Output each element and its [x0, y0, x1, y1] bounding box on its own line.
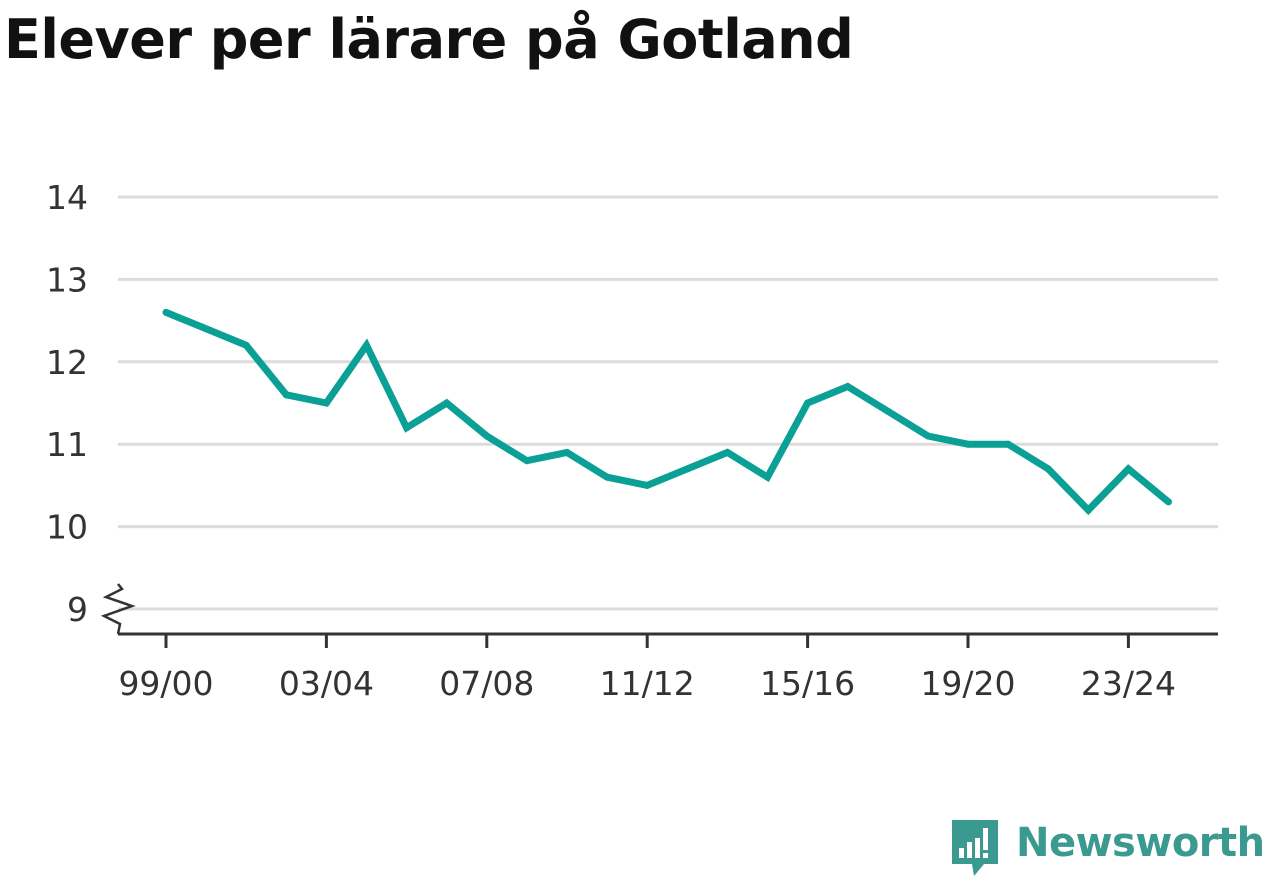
data-point	[723, 448, 731, 456]
data-point	[804, 399, 812, 407]
x-axis	[118, 632, 1218, 648]
data-point	[242, 341, 250, 349]
axis-break-icon	[100, 583, 136, 635]
data-point	[1165, 498, 1172, 506]
y-tick-label: 9	[67, 590, 88, 629]
data-point	[844, 383, 852, 391]
data-point	[523, 457, 531, 465]
data-point	[282, 391, 290, 399]
x-tick-label: 99/00	[118, 664, 213, 703]
y-tick-label: 11	[46, 425, 88, 464]
data-point	[443, 399, 451, 407]
x-tick-label: 23/24	[1081, 664, 1176, 703]
x-tick-label: 11/12	[600, 664, 695, 703]
y-tick-label: 14	[46, 178, 88, 217]
data-point	[924, 432, 932, 440]
newsworthy-logo-icon	[952, 820, 998, 876]
gridlines	[100, 195, 1218, 635]
data-point	[483, 432, 491, 440]
data-point	[162, 308, 170, 316]
data-series	[162, 308, 1172, 516]
data-point	[964, 440, 972, 448]
data-point	[403, 424, 411, 432]
x-tick-label: 15/16	[760, 664, 855, 703]
data-point	[563, 448, 571, 456]
data-point	[764, 473, 771, 481]
x-tick-label: 03/04	[279, 664, 374, 703]
data-point	[884, 407, 892, 415]
data-point	[322, 399, 330, 407]
series-line	[164, 309, 1171, 516]
data-point	[1084, 506, 1092, 514]
data-point	[1004, 440, 1012, 448]
brand-name: Newsworthy	[1016, 820, 1262, 866]
data-point	[202, 325, 210, 333]
chart-title: Elever per lärare på Gotland	[4, 8, 854, 71]
x-axis-labels: 99/00 03/04 07/08 11/12 15/16 19/20 23/24	[118, 664, 1176, 703]
newsworthy-logo[interactable]: Newsworthy	[950, 818, 1262, 878]
y-axis-labels: 9 10 11 12 13 14	[46, 178, 88, 629]
y-tick-label: 10	[46, 508, 88, 547]
x-tick-label: 19/20	[920, 664, 1015, 703]
data-point	[603, 473, 611, 481]
data-point	[683, 465, 691, 473]
y-tick-label: 12	[46, 343, 88, 382]
data-point	[1124, 465, 1132, 473]
data-point	[643, 481, 651, 489]
data-point	[1044, 465, 1052, 473]
y-tick-label: 13	[46, 260, 88, 299]
x-tick-label: 07/08	[439, 664, 534, 703]
data-point	[363, 341, 370, 349]
